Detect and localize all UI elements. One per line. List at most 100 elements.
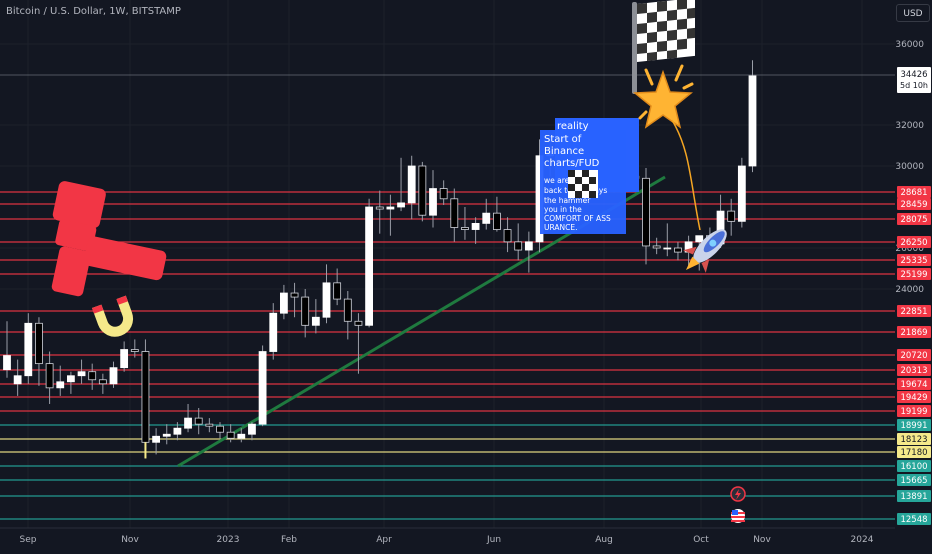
- candle-body: [663, 247, 672, 250]
- candle-body: [514, 241, 523, 251]
- candle-body: [301, 296, 310, 326]
- candle-body: [205, 423, 214, 427]
- grid-lines: [0, 0, 895, 528]
- candle-body: [77, 371, 86, 377]
- price-badge-label: 25335: [900, 256, 927, 266]
- candle-body: [354, 320, 363, 326]
- price-tick-label: 36000: [895, 40, 924, 50]
- candle-body: [748, 75, 757, 167]
- candle-body: [642, 177, 650, 247]
- price-badge-label: 12548: [900, 515, 927, 525]
- currency-button[interactable]: USD: [896, 4, 930, 22]
- candle-body: [13, 375, 22, 385]
- candle-body: [173, 427, 182, 435]
- price-badge: [897, 405, 931, 417]
- candle-body: [98, 379, 107, 385]
- candle-body: [279, 292, 288, 314]
- magnet-icon: [92, 295, 134, 337]
- price-badge: [897, 326, 931, 338]
- price-badge: [897, 186, 931, 198]
- price-badge-label: 26250: [900, 238, 927, 248]
- small-checkered-flag-icon: [568, 170, 598, 198]
- horizontal-levels: [0, 74, 895, 520]
- candle-body: [727, 210, 736, 222]
- price-badge-label: 28075: [900, 215, 927, 225]
- candle-body: [130, 349, 139, 352]
- candle-body: [109, 367, 118, 385]
- time-tick-label: Sep: [20, 535, 37, 545]
- price-badge: [897, 490, 931, 502]
- candle-body: [248, 423, 256, 435]
- price-badge: [897, 474, 931, 486]
- time-tick-label: 2023: [217, 535, 240, 545]
- candle-body: [152, 435, 161, 443]
- candle-body: [194, 417, 203, 425]
- time-tick-label: 2024: [851, 535, 874, 545]
- price-badge-label: 15665: [900, 476, 927, 486]
- current-price-badge: [897, 67, 931, 93]
- candle-body: [333, 282, 342, 300]
- candle-body: [141, 351, 150, 443]
- us-flag-icon[interactable]: [731, 509, 745, 523]
- candle-body: [237, 433, 246, 439]
- price-badge: [897, 305, 931, 317]
- candle-body: [258, 351, 267, 425]
- price-badge-label: 21869: [900, 328, 927, 338]
- time-tick-label: Aug: [595, 535, 613, 545]
- note-line-3: Binance: [544, 146, 584, 157]
- note-line-8: you in the: [544, 205, 582, 214]
- price-badge: [897, 513, 931, 525]
- price-badge: [897, 349, 931, 361]
- candle-body: [322, 282, 331, 318]
- note-line-2: Start of: [544, 134, 582, 145]
- note-line-9: COMFORT OF ASS: [544, 214, 611, 223]
- price-tick-label: 24000: [895, 285, 924, 295]
- note-line-1: reality: [557, 121, 589, 132]
- star-trail: [671, 119, 701, 231]
- time-axis[interactable]: [0, 528, 895, 550]
- price-badge-label: 18123: [900, 435, 927, 445]
- price-badge: [897, 378, 931, 390]
- current-price-label: 34426: [900, 70, 927, 80]
- price-badge-label: 20720: [900, 351, 927, 361]
- candle-body: [343, 298, 352, 322]
- candle-body: [67, 375, 75, 383]
- alert-icon[interactable]: [730, 486, 746, 502]
- candle-body: [450, 198, 459, 228]
- candle-body: [492, 212, 501, 230]
- star-icon: [633, 64, 694, 129]
- candle-body: [35, 322, 43, 365]
- time-tick-label: Feb: [281, 535, 297, 545]
- candle-body: [45, 363, 54, 389]
- time-tick-label: Oct: [693, 535, 709, 545]
- price-tick-label: 26000: [895, 244, 924, 254]
- price-badge: [897, 419, 931, 431]
- price-tick-label: 30000: [895, 162, 924, 172]
- checkered-flag-icon: [632, 0, 695, 94]
- candle-body: [120, 349, 129, 369]
- candle-body: [429, 188, 437, 216]
- candle-body: [3, 355, 11, 371]
- price-tick-label: 32000: [895, 121, 924, 131]
- price-badge: [897, 364, 931, 376]
- candle-body: [365, 206, 374, 326]
- candle-body: [674, 247, 682, 253]
- candle-body: [397, 202, 405, 208]
- time-tick-label: Apr: [376, 535, 392, 545]
- candle-body: [184, 417, 192, 429]
- time-tick-label: Nov: [753, 535, 771, 545]
- price-badge-label: 20313: [900, 366, 927, 376]
- price-badge-label: 19429: [900, 393, 927, 403]
- candle-body: [88, 371, 97, 381]
- candle-body: [524, 241, 533, 251]
- candle-body: [482, 212, 491, 224]
- symbol-title[interactable]: Bitcoin / U.S. Dollar, 1W, BITSTAMP: [6, 6, 181, 17]
- time-tick-label: Jun: [486, 535, 501, 545]
- candle-body: [418, 165, 427, 216]
- note-line-4: charts/FUD: [544, 158, 600, 169]
- candle-body: [439, 188, 448, 200]
- time-tick-label: Nov: [121, 535, 139, 545]
